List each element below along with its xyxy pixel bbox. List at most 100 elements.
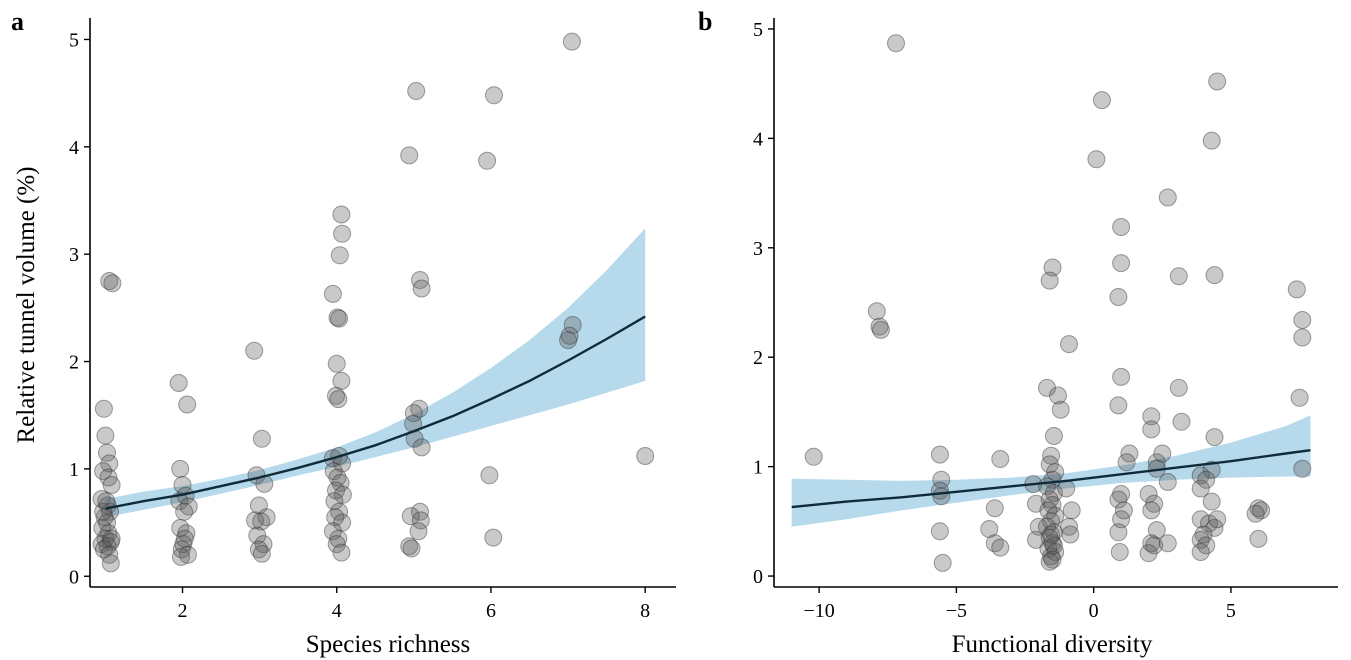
panel-b-point-10 bbox=[933, 553, 952, 572]
panel-a-point-18 bbox=[94, 540, 113, 559]
panel-b-point-98 bbox=[1194, 525, 1213, 544]
panel-a-point-74 bbox=[333, 513, 352, 532]
panel-b-point-77 bbox=[1158, 473, 1177, 491]
panel-b-point-63 bbox=[1109, 490, 1128, 509]
panel-a-x-tick-label-0: 2 bbox=[178, 600, 188, 622]
panel-b-point-69 bbox=[1169, 267, 1188, 286]
panel-a-point-55 bbox=[330, 246, 349, 265]
panel-b-point-97 bbox=[1205, 518, 1224, 537]
panel-a-point-67 bbox=[328, 468, 347, 487]
panel-b-point-100 bbox=[1197, 536, 1216, 555]
panel-a-point-56 bbox=[323, 284, 342, 303]
panel-a-point-33 bbox=[175, 502, 194, 521]
panel-b-point-92 bbox=[1197, 470, 1216, 489]
panel-a-point-32 bbox=[179, 497, 198, 516]
panel-a-point-62 bbox=[329, 390, 348, 409]
panel-b-point-87 bbox=[1202, 131, 1221, 150]
panel-b-point-12 bbox=[985, 499, 1004, 518]
panel-a-point-77 bbox=[327, 535, 346, 554]
panel-b-point-90 bbox=[1202, 460, 1221, 479]
panel-b-point-1 bbox=[804, 447, 823, 466]
panel-a-point-90 bbox=[411, 511, 430, 530]
panel-a-point-25 bbox=[103, 274, 122, 293]
panel-a-point-52 bbox=[252, 544, 271, 563]
panel-b-point-91 bbox=[1191, 466, 1210, 485]
panel-a-point-59 bbox=[327, 354, 346, 373]
panel-a-point-100 bbox=[559, 331, 578, 350]
panel-a-point-40 bbox=[175, 529, 194, 548]
panel-b-point-38 bbox=[1044, 523, 1063, 542]
panel-b-point-88 bbox=[1205, 266, 1224, 285]
panel-a-point-39 bbox=[172, 547, 190, 566]
panel-b-point-89 bbox=[1205, 428, 1224, 447]
panel-b-point-13 bbox=[980, 520, 999, 538]
panel-b-point-65 bbox=[1112, 510, 1131, 529]
panel-b-point-45 bbox=[1040, 552, 1059, 571]
panel-b-point-8 bbox=[932, 487, 951, 506]
panel-b-point-15 bbox=[991, 538, 1010, 557]
panel-a-point-0 bbox=[94, 399, 113, 418]
panel-b-point-64 bbox=[1114, 501, 1133, 520]
panel-b-point-6 bbox=[932, 470, 951, 489]
panel-a-point-78 bbox=[332, 543, 351, 562]
panel-b-x-tick-label-1: −5 bbox=[946, 600, 967, 622]
panel-b-point-80 bbox=[1142, 501, 1161, 520]
panel-a-point-80 bbox=[400, 146, 419, 165]
panel-b-point-31 bbox=[1044, 483, 1063, 502]
panel-a-point-11 bbox=[98, 513, 116, 532]
panel-b-point-9 bbox=[930, 522, 949, 541]
panel-a-point-66 bbox=[324, 462, 343, 481]
panel-b-label: b bbox=[698, 7, 712, 36]
panel-a-point-23 bbox=[102, 529, 121, 548]
panel-a-point-99 bbox=[563, 316, 582, 334]
panel-a-point-61 bbox=[327, 386, 345, 405]
panel-a-point-45 bbox=[249, 496, 268, 515]
panel-b-point-21 bbox=[1040, 271, 1059, 290]
panel-b-point-109 bbox=[1293, 328, 1312, 347]
panel-b-y-tick-label-1: 1 bbox=[753, 457, 763, 479]
panel-a-point-53 bbox=[332, 205, 351, 224]
panel-b-y-tick-label-4: 4 bbox=[753, 128, 763, 150]
panel-a-point-7 bbox=[92, 490, 111, 508]
panel-b-point-111 bbox=[1293, 459, 1312, 478]
panel-b-point-62 bbox=[1112, 485, 1131, 503]
panel-a-point-24 bbox=[100, 272, 119, 290]
panel-a-point-93 bbox=[402, 539, 421, 558]
panel-a-x-tick-label-3: 8 bbox=[640, 600, 650, 622]
panel-a-point-50 bbox=[254, 535, 273, 554]
panel-b-point-50 bbox=[1062, 501, 1081, 520]
panel-b-point-61 bbox=[1117, 453, 1136, 472]
panel-a-point-5 bbox=[99, 468, 118, 487]
panel-b-point-42 bbox=[1046, 543, 1065, 561]
panel-b-point-32 bbox=[1040, 490, 1059, 509]
panel-b-point-18 bbox=[1029, 517, 1048, 536]
panel-a-point-70 bbox=[333, 485, 352, 504]
panel-b-point-99 bbox=[1191, 530, 1210, 549]
panel-a-point-54 bbox=[333, 224, 352, 243]
panel-b-point-95 bbox=[1191, 510, 1210, 529]
panel-a-point-34 bbox=[171, 519, 190, 537]
panel-b-point-59 bbox=[1109, 396, 1128, 415]
panel-a-point-37 bbox=[172, 540, 191, 559]
panel-a-point-26 bbox=[169, 374, 188, 392]
panel-a-point-41 bbox=[245, 341, 264, 360]
panel-b-point-101 bbox=[1191, 543, 1210, 561]
panel-a-y-axis-title: Relative tunnel volume (%) bbox=[13, 166, 40, 443]
panel-b-point-103 bbox=[1249, 499, 1268, 518]
panel-a-point-82 bbox=[412, 279, 431, 298]
panel-b-x-axis-title: Functional diversity bbox=[952, 631, 1153, 658]
panel-b-point-25 bbox=[1044, 427, 1063, 445]
panel-b-trend bbox=[791, 449, 1311, 509]
panel-a-trend bbox=[105, 315, 646, 510]
panel-a-point-14 bbox=[96, 529, 115, 548]
panel-b-x-tick-label-3: 5 bbox=[1226, 600, 1236, 622]
panel-b-point-83 bbox=[1145, 536, 1164, 555]
panel-a-point-76 bbox=[329, 529, 348, 548]
panel-b-point-33 bbox=[1043, 495, 1062, 514]
panel-b-point-106 bbox=[1249, 529, 1268, 548]
panel-b-point-104 bbox=[1252, 501, 1271, 520]
panel-a-point-17 bbox=[98, 537, 117, 556]
panel-b-point-56 bbox=[1112, 254, 1131, 273]
panel-b-point-23 bbox=[1049, 386, 1067, 405]
panel-b-point-40 bbox=[1043, 534, 1062, 553]
